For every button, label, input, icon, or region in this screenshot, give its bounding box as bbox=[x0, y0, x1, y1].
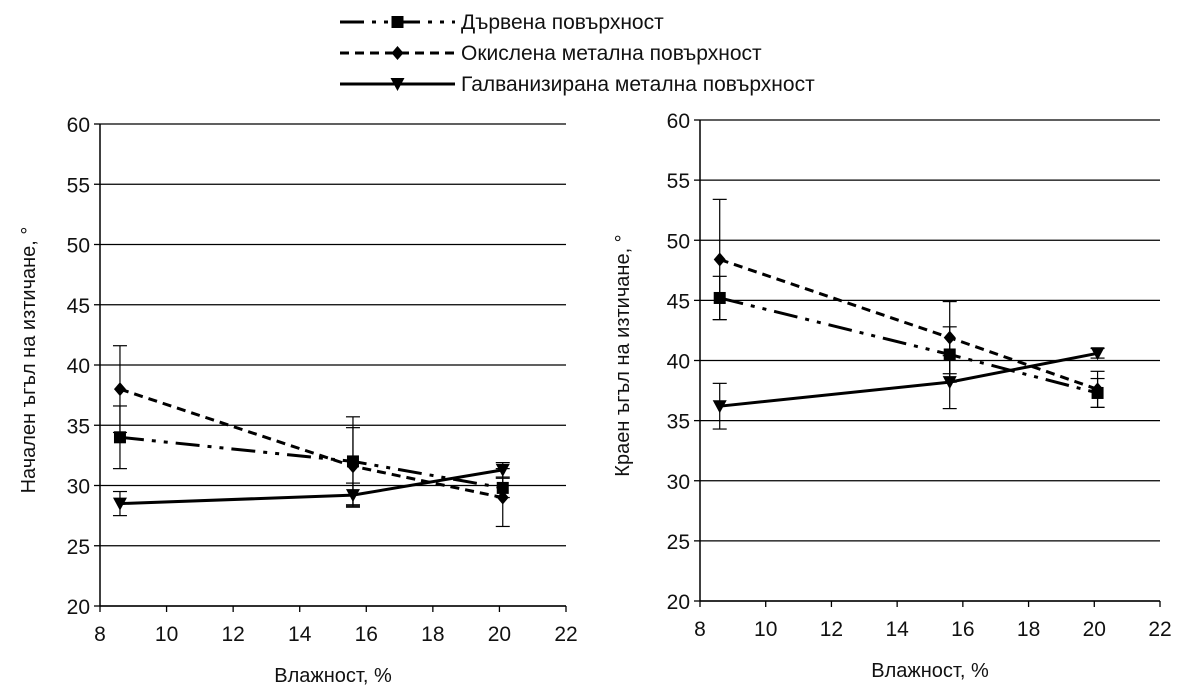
series bbox=[112, 462, 510, 517]
series-line bbox=[719, 258, 1099, 391]
x-tick-label: 22 bbox=[554, 623, 577, 646]
series-line bbox=[719, 296, 1098, 395]
data-point bbox=[345, 489, 360, 503]
data-point bbox=[346, 459, 359, 474]
y-tick-label: 35 bbox=[67, 415, 90, 438]
legend-entry: Окислена метална повърхност bbox=[340, 42, 762, 65]
y-axis-label: Краен ъгъл на изтичане, ° bbox=[612, 234, 634, 476]
series bbox=[112, 405, 510, 507]
legend-marker bbox=[391, 16, 404, 28]
series bbox=[712, 347, 1105, 430]
data-point bbox=[496, 490, 509, 505]
x-tick-label: 10 bbox=[155, 623, 178, 646]
data-point bbox=[712, 400, 727, 414]
legend-marker bbox=[390, 78, 405, 91]
legend-label: Галванизирана метална повърхност bbox=[461, 73, 815, 96]
series bbox=[112, 345, 510, 528]
y-tick-label: 40 bbox=[667, 351, 690, 374]
x-tick-label: 20 bbox=[1083, 618, 1106, 641]
y-tick-label: 55 bbox=[667, 170, 690, 193]
series-line bbox=[719, 351, 1098, 408]
y-tick-label: 20 bbox=[67, 596, 90, 619]
data-point bbox=[1090, 347, 1105, 361]
x-tick-label: 12 bbox=[820, 618, 843, 641]
y-tick-label: 50 bbox=[67, 235, 90, 258]
data-point bbox=[113, 431, 126, 444]
data-point bbox=[943, 330, 956, 345]
data-point bbox=[1091, 382, 1104, 397]
data-point bbox=[113, 382, 126, 397]
data-point bbox=[495, 463, 510, 477]
legend-marker bbox=[391, 46, 404, 60]
data-point bbox=[942, 376, 957, 390]
chart-initial-angle: 20 25 30 35 40 45 50 55 60 8 10 12 14 16 18 20 22 Влажнос… bbox=[18, 114, 578, 687]
y-tick-label: 60 bbox=[67, 114, 90, 137]
y-tick-label: 50 bbox=[667, 230, 690, 253]
x-tick-label: 18 bbox=[1017, 618, 1040, 641]
x-tick-label: 12 bbox=[221, 623, 244, 646]
series bbox=[712, 198, 1105, 408]
y-tick-label: 30 bbox=[67, 476, 90, 499]
x-tick-label: 16 bbox=[355, 623, 378, 646]
y-tick-label: 35 bbox=[667, 411, 690, 434]
x-axis-label: Влажност, % bbox=[871, 660, 989, 682]
x-tick-label: 22 bbox=[1148, 618, 1171, 641]
legend-label: Окислена метална повърхност bbox=[461, 42, 762, 65]
x-tick-label: 8 bbox=[694, 618, 706, 641]
legend-label: Дървена повърхност bbox=[461, 11, 664, 34]
y-tick-label: 25 bbox=[667, 531, 690, 554]
data-point bbox=[713, 252, 726, 267]
x-tick-label: 14 bbox=[288, 623, 312, 646]
y-axis-label: Начален ъгъл на изтичане, ° bbox=[18, 227, 40, 494]
y-tick-label: 20 bbox=[667, 591, 690, 614]
x-tick-label: 16 bbox=[951, 618, 974, 641]
y-tick-label: 45 bbox=[667, 290, 690, 313]
legend-entry: Галванизирана метална повърхност bbox=[340, 73, 815, 96]
series-line bbox=[119, 468, 504, 506]
data-point bbox=[112, 497, 127, 511]
legend-entry: Дървена повърхност bbox=[340, 11, 664, 34]
x-tick-label: 8 bbox=[94, 623, 106, 646]
legend: Дървена повърхност Окислена метална повър… bbox=[340, 11, 815, 96]
x-tick-label: 18 bbox=[421, 623, 444, 646]
x-tick-label: 14 bbox=[885, 618, 909, 641]
y-tick-label: 45 bbox=[67, 295, 90, 318]
y-tick-label: 60 bbox=[667, 110, 690, 133]
y-tick-label: 30 bbox=[667, 471, 690, 494]
y-tick-label: 40 bbox=[67, 355, 90, 378]
y-tick-label: 25 bbox=[67, 536, 90, 559]
x-tick-label: 10 bbox=[754, 618, 777, 641]
y-tick-label: 55 bbox=[67, 174, 90, 197]
chart-final-angle: 20 25 30 35 40 45 50 55 60 8 10 12 14 16 18 20 22 Влажнос… bbox=[612, 110, 1172, 682]
x-tick-label: 20 bbox=[488, 623, 511, 646]
x-axis-label: Влажност, % bbox=[274, 665, 392, 687]
